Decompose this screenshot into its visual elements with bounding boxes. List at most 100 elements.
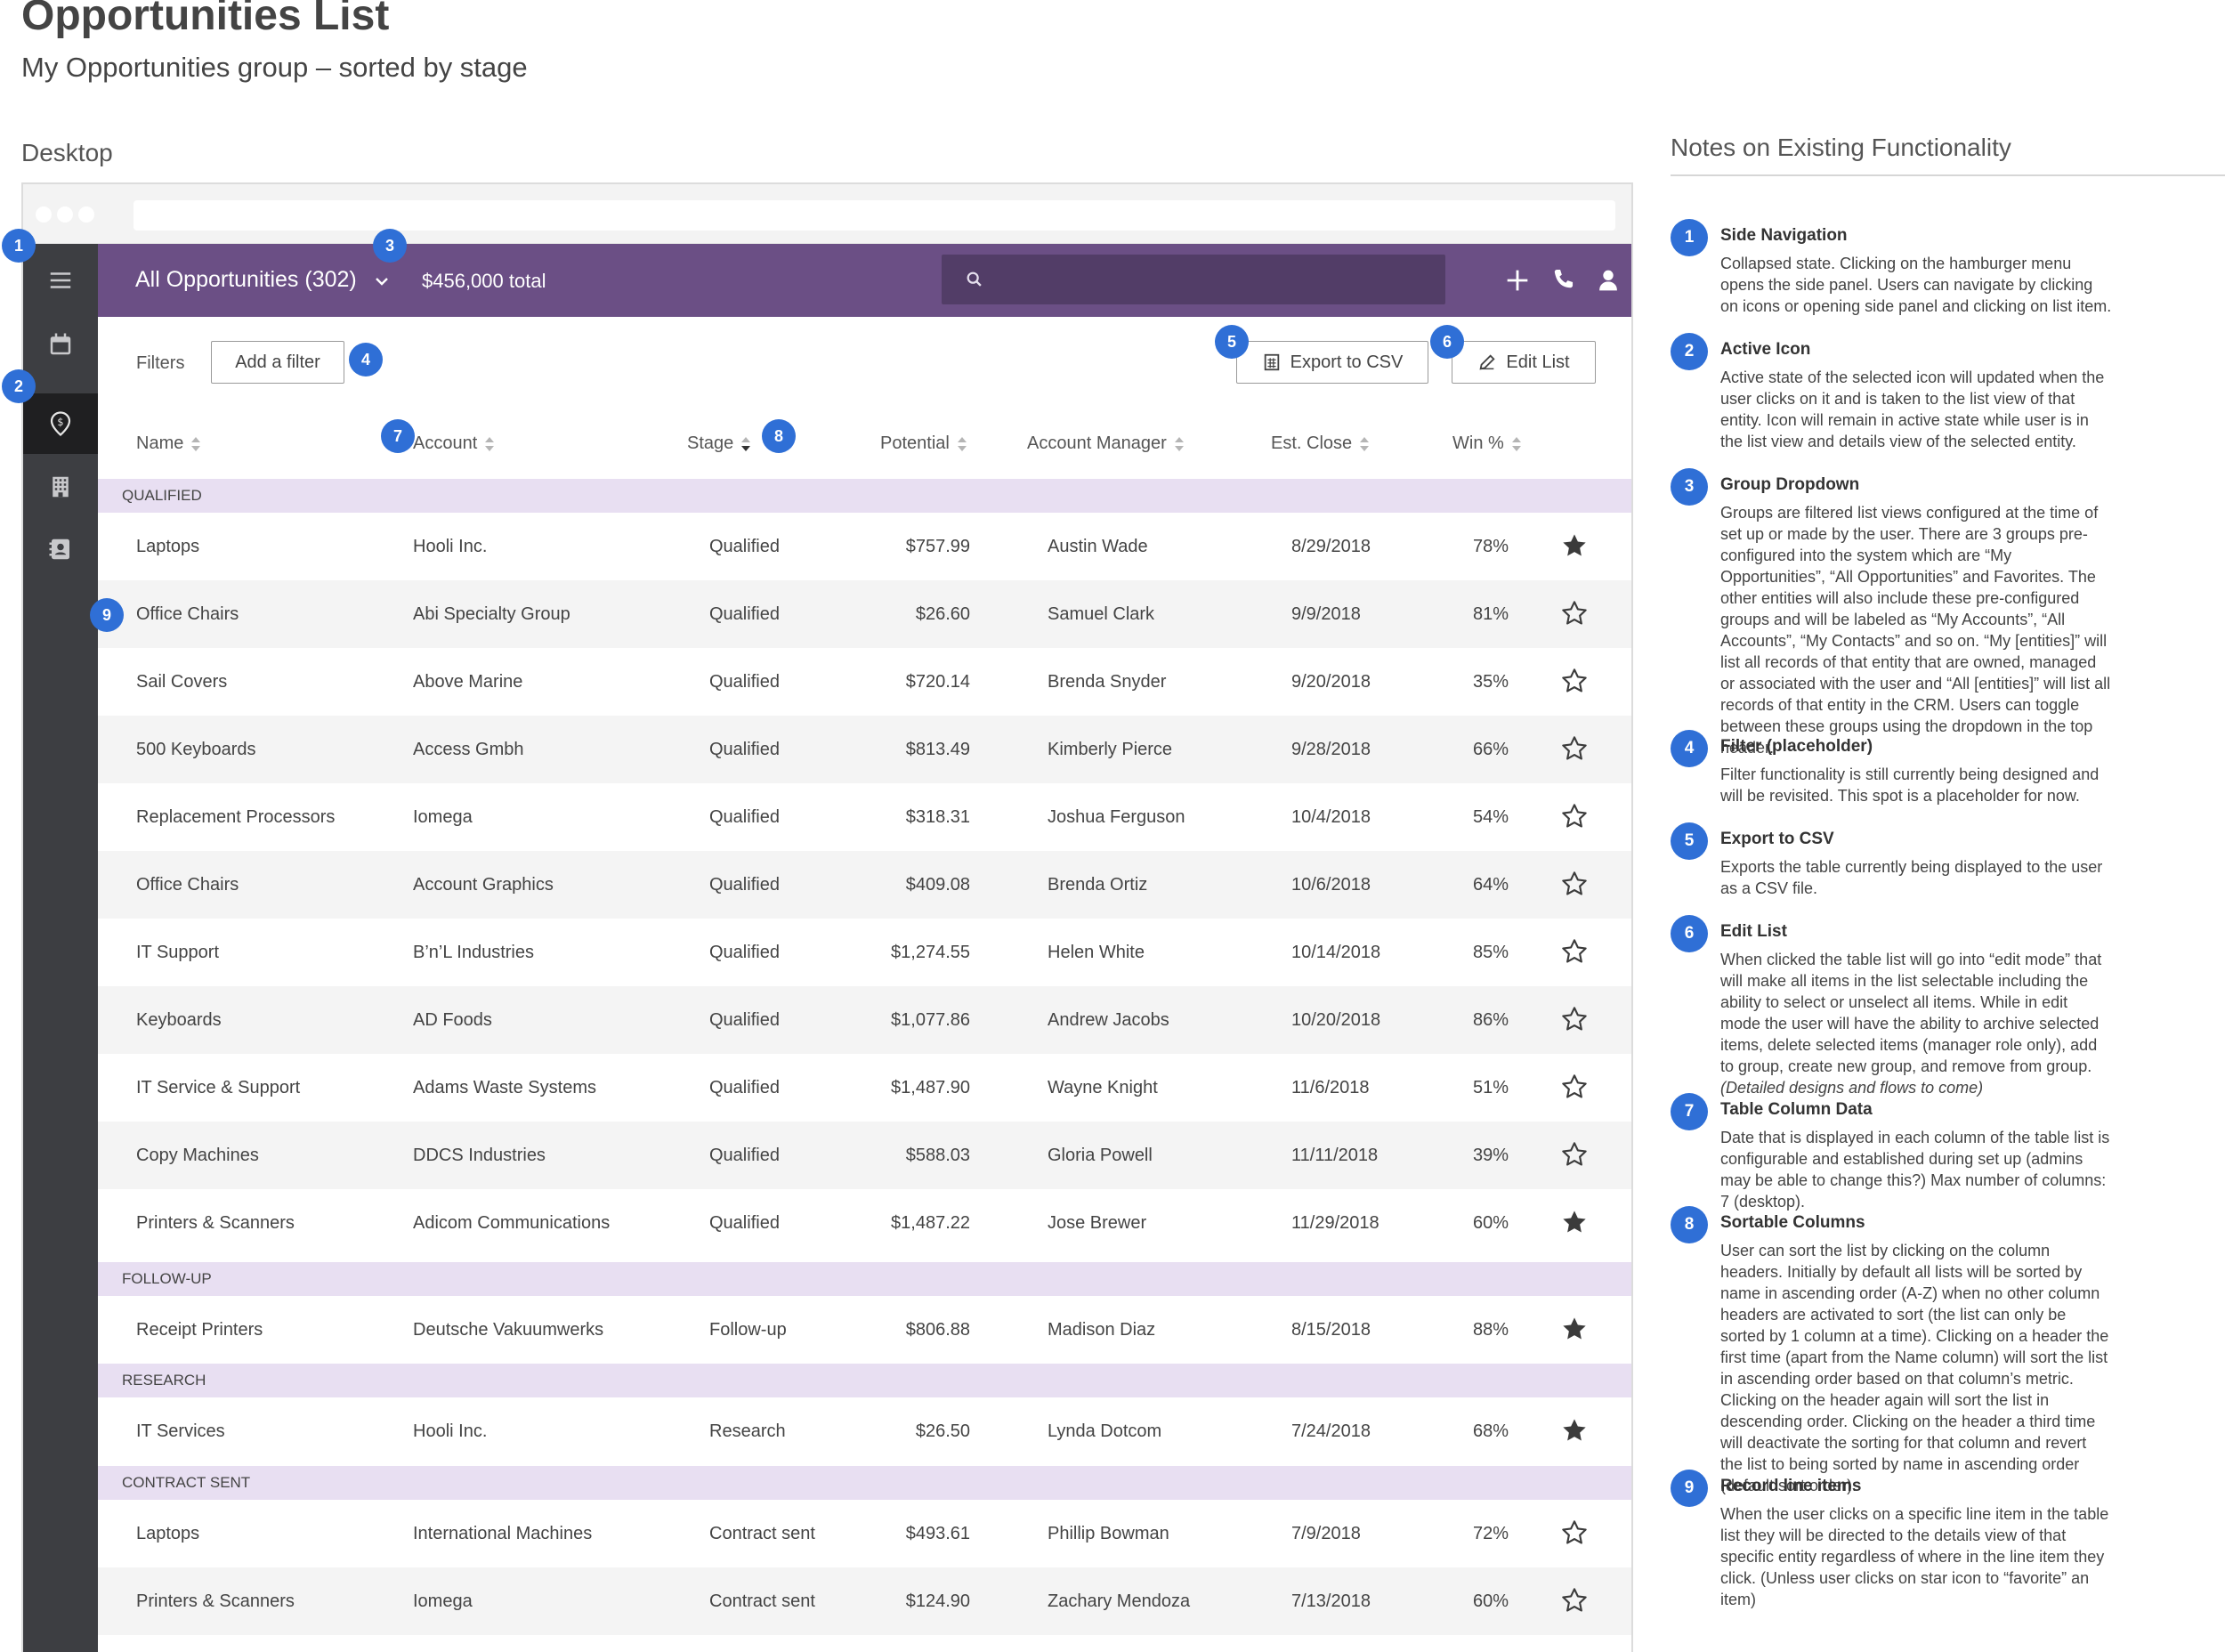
star-outline-icon[interactable] <box>1560 599 1589 628</box>
window-dot-close[interactable] <box>36 206 52 223</box>
star-outline-icon[interactable] <box>1560 667 1589 695</box>
group-row-qualified: QUALIFIED <box>98 479 1631 513</box>
edit-list-button[interactable]: Edit List <box>1452 341 1596 384</box>
cell-account: Deutsche Vakuumwerks <box>413 1320 604 1340</box>
callout-badge: 5 <box>1215 325 1249 359</box>
table-row[interactable]: Laptops International Machines Contract se… <box>98 1500 1631 1567</box>
sort-icon <box>1511 436 1521 451</box>
star-filled-icon[interactable] <box>1560 531 1589 560</box>
table-row[interactable]: Receipt Printers Deutsche Vakuumwerks Foll… <box>98 1296 1631 1364</box>
notes-divider <box>1671 174 2225 176</box>
note-title: Side Navigation <box>1720 226 1848 245</box>
star-outline-icon[interactable] <box>1560 870 1589 898</box>
cell-win: 64% <box>1473 875 1509 895</box>
nav-contacts[interactable] <box>23 520 98 579</box>
table-row[interactable]: Sail Covers Above Marine Qualified $720.14 B… <box>98 648 1631 716</box>
window-dot-minimize[interactable] <box>57 206 73 223</box>
add-filter-button[interactable]: Add a filter <box>211 341 344 384</box>
page-subtitle: My Opportunities group – sorted by stage <box>21 52 528 83</box>
star-outline-icon[interactable] <box>1560 1586 1589 1615</box>
column-header-stage[interactable]: Stage <box>687 433 751 454</box>
cell-account: Adams Waste Systems <box>413 1078 596 1097</box>
cell-name: IT Support <box>136 943 220 962</box>
star-filled-icon[interactable] <box>1560 1315 1589 1343</box>
table-row[interactable]: Printers & Scanners Iomega Contract sent $1… <box>98 1567 1631 1635</box>
table-row[interactable]: Office Chairs Abi Specialty Group Qualifie… <box>98 580 1631 648</box>
phone-icon[interactable] <box>1549 265 1579 296</box>
note-description: When clicked the table list will go into… <box>1720 949 2112 1098</box>
table-row[interactable]: Printers & Scanners Adicom Communications… <box>98 1189 1631 1257</box>
table-row[interactable]: Copy Machines DDCS Industries Qualified $58… <box>98 1122 1631 1189</box>
star-filled-icon[interactable] <box>1560 1416 1589 1445</box>
note-title: Table Column Data <box>1720 1100 1873 1119</box>
column-header-win[interactable]: Win % <box>1452 433 1522 454</box>
star-outline-icon[interactable] <box>1560 937 1589 966</box>
sort-icon <box>1360 436 1370 451</box>
search-box[interactable] <box>942 255 1445 304</box>
table-row[interactable]: Laptops Hooli Inc. Qualified $757.99 Austin … <box>98 513 1631 580</box>
cell-win: 35% <box>1473 672 1509 692</box>
column-header-name[interactable]: Name <box>136 433 201 454</box>
cell-est-close: 10/20/2018 <box>1291 1010 1381 1030</box>
column-header-est-close[interactable]: Est. Close <box>1271 433 1370 454</box>
table-row[interactable]: Replacement Processors Iomega Qualified $31… <box>98 783 1631 851</box>
column-label: Stage <box>687 433 734 453</box>
star-outline-icon[interactable] <box>1560 1005 1589 1033</box>
cell-name: 500 Keyboards <box>136 740 256 759</box>
star-outline-icon[interactable] <box>1560 1518 1589 1547</box>
table-row[interactable]: IT Services Hooli Inc. Research $26.50 Lynda… <box>98 1397 1631 1465</box>
window-dot-maximize[interactable] <box>78 206 94 223</box>
nav-opportunities[interactable]: $ <box>23 393 98 454</box>
chevron-down-icon[interactable] <box>371 271 392 292</box>
table-row[interactable]: Keyboards AD Foods Qualified $1,077.86 Andre… <box>98 986 1631 1054</box>
sort-icon <box>191 436 201 451</box>
cell-est-close: 11/11/2018 <box>1291 1146 1379 1165</box>
menu-icon <box>50 272 71 288</box>
export-csv-button[interactable]: Export to CSV <box>1236 341 1428 384</box>
section-label-desktop: Desktop <box>21 139 113 166</box>
star-outline-icon[interactable] <box>1560 1140 1589 1169</box>
cell-stage: Qualified <box>709 740 780 759</box>
plus-icon[interactable] <box>1502 265 1533 296</box>
group-row-follow-up: FOLLOW-UP <box>98 1262 1631 1296</box>
search-input[interactable] <box>995 262 1431 297</box>
user-icon[interactable] <box>1593 265 1623 296</box>
cell-account: Hooli Inc. <box>413 1421 488 1441</box>
column-header-account-manager[interactable]: Account Manager <box>1027 433 1185 454</box>
callout-badge: 3 <box>373 229 407 263</box>
note-title: Edit List <box>1720 922 1787 941</box>
table-row[interactable]: IT Service & Support Adams Waste Systems Q… <box>98 1054 1631 1122</box>
nav-calendar[interactable] <box>23 315 98 374</box>
note-number: 3 <box>1671 468 1708 506</box>
note-title: Export to CSV <box>1720 830 1834 848</box>
nav-accounts[interactable] <box>23 458 98 516</box>
table-row[interactable]: IT Support B’n’L Industries Qualified $1,27… <box>98 919 1631 986</box>
table-row[interactable]: 500 Keyboards Access Gmbh Qualified $813.49… <box>98 716 1631 783</box>
cell-est-close: 10/6/2018 <box>1291 875 1371 895</box>
group-dropdown[interactable]: All Opportunities (302) <box>135 267 357 292</box>
table-row[interactable]: Office Chairs Account Graphics Qualified $4… <box>98 851 1631 919</box>
note-description-italic: (Detailed designs and flows to come) <box>1720 1079 1984 1097</box>
star-outline-icon[interactable] <box>1560 1073 1589 1101</box>
cell-est-close: 11/29/2018 <box>1291 1213 1380 1233</box>
column-header-account[interactable]: Account <box>413 433 495 454</box>
cell-potential: $588.03 <box>905 1146 970 1165</box>
cell-potential: $26.50 <box>915 1421 970 1441</box>
nav-menu[interactable] <box>23 251 98 310</box>
cell-win: 72% <box>1473 1524 1509 1543</box>
column-header-potential[interactable]: Potential <box>880 433 967 454</box>
star-filled-icon[interactable] <box>1560 1208 1589 1236</box>
cell-account-manager: Madison Diaz <box>1048 1320 1156 1340</box>
column-label: Name <box>136 433 184 453</box>
cell-name: Receipt Printers <box>136 1320 263 1340</box>
address-bar[interactable] <box>134 200 1615 231</box>
cell-est-close: 9/20/2018 <box>1291 672 1371 692</box>
sort-icon <box>485 436 495 451</box>
star-outline-icon[interactable] <box>1560 802 1589 830</box>
star-outline-icon[interactable] <box>1560 734 1589 763</box>
cell-win: 60% <box>1473 1591 1509 1611</box>
cell-potential: $757.99 <box>905 537 970 556</box>
cell-est-close: 10/14/2018 <box>1291 943 1381 962</box>
note-number: 7 <box>1671 1093 1708 1130</box>
callout-badge: 6 <box>1430 325 1464 359</box>
